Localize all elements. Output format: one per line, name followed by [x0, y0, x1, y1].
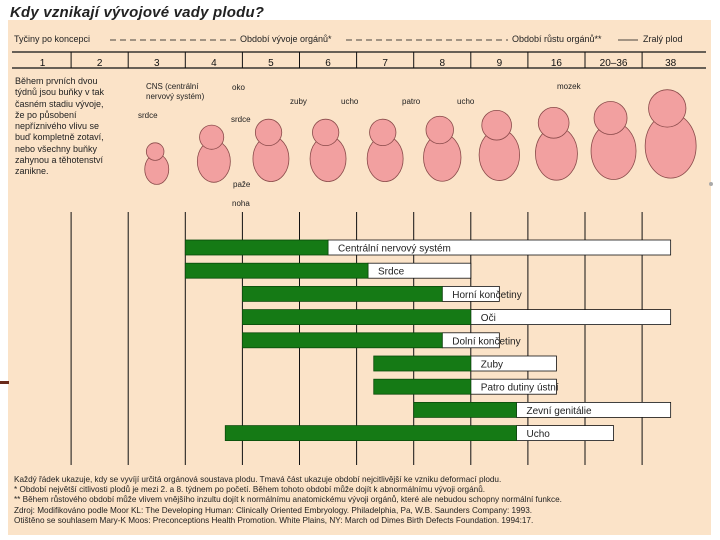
footnote-line: ** Během růstového období může vlivem vn… — [14, 495, 562, 505]
label-arm: paže — [233, 180, 251, 189]
header-embryo-label: Tyčiny po koncepci — [12, 34, 93, 44]
bar-label: Centrální nervový systém — [338, 244, 451, 255]
week-label: 16 — [550, 58, 562, 69]
slide-decoration — [0, 381, 9, 384]
footnote-line: Každý řádek ukazuje, kdy se vyvíjí určit… — [14, 475, 502, 484]
bar-label: Dolní končetiny — [452, 336, 520, 347]
embryo-head — [199, 124, 225, 150]
bar-sensitive — [373, 355, 472, 372]
embryo-head — [481, 109, 512, 141]
week-label: 6 — [325, 58, 331, 69]
week-label: 20–36 — [599, 58, 628, 69]
embryo-head — [312, 118, 340, 146]
intro-line: nebo všechny buňky — [15, 143, 98, 154]
header-mature-fetus: Zralý plod — [641, 34, 685, 44]
label-ear-1: ucho — [341, 97, 359, 106]
embryo-head — [537, 107, 570, 139]
bar-sensitive — [184, 262, 369, 279]
embryo-head — [593, 101, 628, 135]
bar-label: Ucho — [526, 429, 550, 440]
intro-line: zanikne. — [15, 166, 49, 177]
bar-sensitive — [184, 239, 329, 256]
embryo-head — [369, 118, 397, 146]
embryo-head — [425, 115, 454, 145]
footnote-line: Zdroj: Modifikováno podle Moor KL: The D… — [14, 505, 533, 515]
label-cns-2: nervový systém) — [146, 92, 205, 101]
week-label: 7 — [382, 58, 388, 69]
label-leg: noha — [232, 199, 250, 208]
label-ear-2: ucho — [457, 97, 475, 106]
bar-less-sensitive — [470, 309, 672, 326]
week-label: 1 — [39, 58, 46, 69]
bar-sensitive — [241, 309, 472, 326]
label-palate: patro — [402, 97, 421, 106]
footnote-line: Otištěno se souhlasem Mary-K Moos: Preco… — [14, 515, 534, 525]
week-label: 38 — [665, 58, 677, 69]
intro-line: časném stadiu vývoje, — [15, 98, 104, 109]
label-cns: CNS (centrální — [146, 82, 199, 91]
bar-sensitive — [373, 378, 472, 395]
week-label: 5 — [268, 58, 274, 69]
bar-label: Zevní genitálie — [526, 406, 591, 417]
header-organ-development: Období vývoje orgánů* — [238, 34, 334, 44]
embryo-head — [648, 89, 687, 128]
footnote-line: * Období největší citlivosti plodů je me… — [14, 485, 486, 495]
week-label: 8 — [439, 58, 446, 69]
bar-sensitive — [413, 401, 517, 418]
intro-line: zahynou a těhotenství — [15, 155, 104, 166]
week-label: 2 — [96, 58, 103, 69]
bar-label: Oči — [481, 313, 496, 324]
intro-line: Během prvních dvou — [15, 76, 98, 86]
bar-label: Srdce — [378, 267, 405, 278]
bar-sensitive — [241, 332, 443, 349]
week-label: 9 — [496, 58, 503, 69]
intro-line: týdnů jsou buňky v tak — [15, 87, 105, 98]
bar-label: Patro dutiny ústní — [481, 383, 559, 394]
intro-line: že po působení — [15, 109, 77, 120]
bar-sensitive — [241, 285, 443, 302]
week-label: 4 — [211, 58, 217, 69]
bar-label: Zuby — [481, 360, 503, 371]
intro-line: nepříznivého vlivu se — [15, 121, 100, 132]
label-heart-2: srdce — [231, 115, 251, 124]
chart-title: Kdy vznikají vývojové vady plodu? — [10, 4, 265, 21]
label-heart-1: srdce — [138, 111, 158, 120]
intro-line: buď kompletně zotaví, — [15, 132, 104, 143]
label-eye: oko — [232, 83, 245, 92]
week-label: 3 — [153, 58, 160, 69]
slide-dot — [709, 182, 713, 186]
footnotes: Každý řádek ukazuje, kdy se vyvíjí určit… — [14, 475, 704, 526]
intro-text: Během prvních dvou týdnů jsou buňky v ta… — [15, 76, 135, 178]
bar-label: Horní končetiny — [452, 290, 521, 301]
embryo-head — [145, 142, 165, 161]
bar-sensitive — [224, 425, 517, 442]
label-teeth: zuby — [290, 97, 307, 106]
embryo-head — [254, 118, 283, 146]
header-organ-growth: Období růstu orgánů** — [510, 34, 604, 44]
label-brain: mozek — [557, 82, 581, 91]
